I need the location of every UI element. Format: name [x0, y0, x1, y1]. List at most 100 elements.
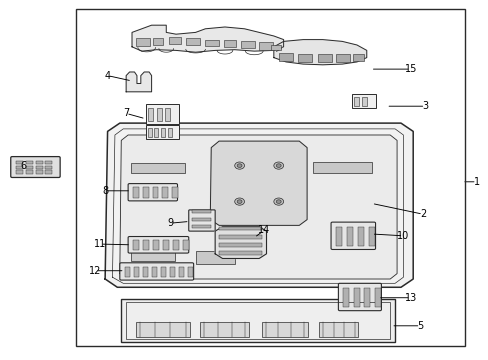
- Bar: [368, 227, 374, 246]
- Bar: [200, 322, 249, 337]
- Bar: [261, 322, 307, 337]
- Bar: [163, 240, 168, 250]
- Bar: [121, 299, 394, 342]
- Bar: [374, 288, 380, 307]
- Bar: [336, 227, 342, 246]
- Text: 5: 5: [417, 321, 423, 331]
- Bar: [298, 54, 311, 62]
- Ellipse shape: [273, 198, 283, 205]
- Bar: [219, 235, 262, 239]
- Bar: [145, 104, 179, 124]
- Polygon shape: [210, 141, 306, 225]
- Ellipse shape: [237, 164, 242, 167]
- Bar: [317, 54, 331, 62]
- Bar: [26, 161, 33, 164]
- Bar: [76, 9, 464, 346]
- Polygon shape: [126, 72, 151, 92]
- Bar: [125, 267, 130, 277]
- Bar: [134, 267, 139, 277]
- Bar: [278, 53, 293, 61]
- Bar: [136, 322, 189, 337]
- Ellipse shape: [276, 200, 281, 203]
- Bar: [156, 108, 161, 121]
- Bar: [168, 37, 181, 44]
- Bar: [187, 267, 192, 277]
- Bar: [142, 187, 148, 198]
- Bar: [45, 166, 52, 169]
- Bar: [133, 187, 139, 198]
- Bar: [148, 108, 153, 121]
- Text: 13: 13: [404, 293, 416, 303]
- Bar: [131, 247, 175, 261]
- Ellipse shape: [237, 200, 242, 203]
- FancyBboxPatch shape: [188, 210, 215, 231]
- Bar: [126, 302, 389, 339]
- Bar: [145, 125, 179, 139]
- Bar: [161, 267, 165, 277]
- Text: 12: 12: [89, 266, 102, 276]
- Bar: [319, 322, 358, 337]
- Text: 10: 10: [396, 231, 409, 241]
- Bar: [352, 54, 363, 61]
- Ellipse shape: [276, 164, 281, 167]
- Bar: [36, 166, 42, 169]
- Bar: [16, 170, 23, 174]
- Bar: [147, 128, 151, 136]
- Bar: [45, 161, 52, 164]
- Bar: [183, 240, 188, 250]
- Text: 8: 8: [102, 186, 108, 196]
- Bar: [192, 218, 210, 221]
- FancyBboxPatch shape: [128, 184, 177, 201]
- Bar: [354, 97, 358, 106]
- Bar: [169, 267, 174, 277]
- Bar: [353, 288, 359, 307]
- Text: 3: 3: [422, 101, 427, 111]
- Bar: [351, 94, 375, 108]
- Bar: [36, 161, 42, 164]
- Text: 9: 9: [167, 218, 173, 228]
- Bar: [205, 40, 219, 46]
- Bar: [219, 227, 262, 230]
- Bar: [362, 97, 366, 106]
- FancyBboxPatch shape: [330, 222, 375, 249]
- Text: 15: 15: [404, 64, 416, 74]
- Bar: [136, 38, 149, 46]
- Bar: [346, 227, 352, 246]
- Bar: [336, 54, 349, 62]
- Bar: [143, 267, 148, 277]
- Text: 1: 1: [473, 177, 479, 187]
- Polygon shape: [120, 135, 396, 279]
- Bar: [192, 210, 210, 213]
- Bar: [152, 267, 157, 277]
- Text: 2: 2: [419, 209, 425, 219]
- Bar: [224, 40, 236, 47]
- FancyBboxPatch shape: [338, 283, 381, 311]
- Polygon shape: [132, 25, 283, 52]
- Text: 14: 14: [257, 225, 270, 235]
- Bar: [219, 251, 262, 255]
- Bar: [26, 166, 33, 169]
- Bar: [131, 163, 184, 173]
- Text: 4: 4: [104, 71, 110, 81]
- FancyBboxPatch shape: [120, 263, 193, 280]
- Bar: [152, 38, 163, 45]
- Polygon shape: [215, 227, 266, 258]
- Bar: [195, 251, 234, 264]
- Ellipse shape: [234, 198, 244, 205]
- Bar: [185, 38, 200, 45]
- Bar: [36, 170, 42, 174]
- Bar: [192, 225, 210, 228]
- Bar: [240, 41, 255, 48]
- Bar: [133, 240, 139, 250]
- Text: 6: 6: [20, 161, 26, 171]
- Bar: [45, 170, 52, 174]
- Bar: [179, 267, 183, 277]
- Text: 7: 7: [123, 108, 129, 118]
- Bar: [358, 227, 364, 246]
- Bar: [26, 170, 33, 174]
- Bar: [142, 240, 148, 250]
- Bar: [16, 166, 23, 169]
- Bar: [219, 243, 262, 247]
- Text: 11: 11: [94, 239, 106, 249]
- Bar: [172, 187, 178, 198]
